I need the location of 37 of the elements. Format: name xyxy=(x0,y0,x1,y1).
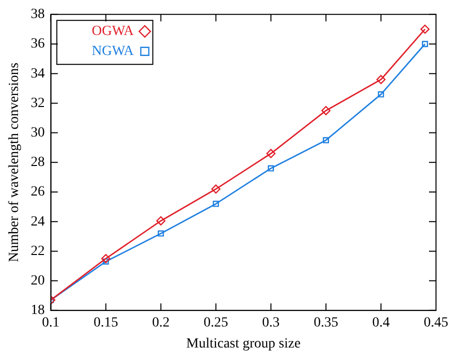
y-tick-label: 30 xyxy=(30,125,45,140)
point xyxy=(378,91,384,98)
point xyxy=(376,74,386,84)
point xyxy=(101,254,110,264)
x-tick-label: 0.2 xyxy=(152,315,170,330)
y-tick-label: 34 xyxy=(30,66,45,82)
point xyxy=(212,200,219,207)
legend-label: OGWA xyxy=(92,24,135,40)
point xyxy=(266,148,276,158)
x-tick-label: 0.35 xyxy=(314,315,338,330)
y-tick-label: 26 xyxy=(30,184,45,200)
y-tick-label: 38 xyxy=(30,7,45,22)
x-tick-label: 0.45 xyxy=(424,315,448,330)
y-tick-label: 22 xyxy=(30,244,45,259)
point xyxy=(156,216,166,226)
x-tick-label: 0.3 xyxy=(262,315,280,330)
legend-label: NGWA xyxy=(92,44,135,60)
x-tick-label: 0.25 xyxy=(204,315,228,330)
point xyxy=(422,40,428,48)
y-tick-label: 20 xyxy=(30,273,45,288)
point xyxy=(420,24,430,34)
point xyxy=(102,258,109,265)
x-tick-label: 0.15 xyxy=(94,315,118,330)
y-tick-label: 18 xyxy=(30,303,45,318)
x-tick-label: 0.1 xyxy=(42,315,60,330)
point xyxy=(321,106,331,116)
y-tick-label: 28 xyxy=(30,155,45,170)
y-tick-label: 36 xyxy=(30,36,45,52)
point xyxy=(158,230,164,237)
y-tick-label: 24 xyxy=(30,214,45,230)
y-tick-label: 32 xyxy=(30,96,45,111)
x-axis-title: Multicast group size xyxy=(186,336,301,352)
x-tick-label: 0.4 xyxy=(372,315,390,330)
y-axis-title: Number of wavelength conversions xyxy=(7,62,22,262)
point xyxy=(268,165,274,172)
point xyxy=(322,137,330,144)
point xyxy=(211,184,220,194)
